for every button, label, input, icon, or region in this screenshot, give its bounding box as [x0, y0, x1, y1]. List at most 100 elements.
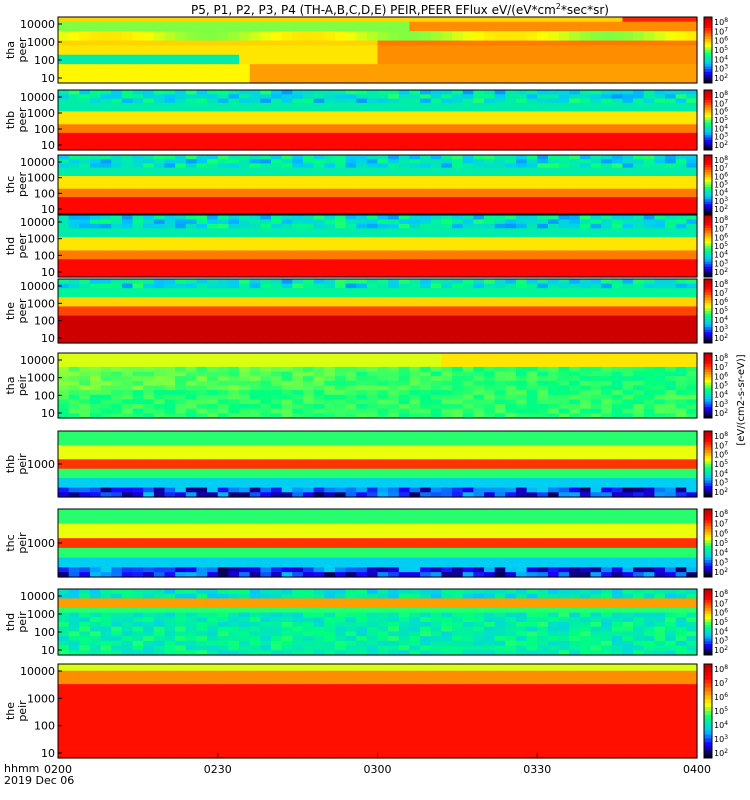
spectrogram-cell — [292, 209, 304, 215]
spectrogram-cell — [58, 272, 70, 278]
spectrogram-cell — [153, 132, 166, 138]
spectrogram-cell — [686, 311, 698, 317]
spectrogram-cell — [249, 98, 261, 104]
spectrogram-cell — [68, 228, 80, 234]
spectrogram-cell — [68, 268, 80, 274]
spectrogram-cell — [79, 357, 91, 363]
spectrogram-cell — [441, 246, 453, 252]
spectrogram-cell — [292, 390, 304, 396]
spectrogram-cell — [281, 35, 293, 42]
spectrogram-cell — [377, 333, 389, 340]
spectrogram-cell — [196, 188, 208, 194]
spectrogram-cell — [324, 390, 336, 396]
spectrogram-cell — [58, 124, 70, 130]
spectrogram-cell — [302, 223, 315, 229]
spectrogram-cell — [430, 272, 442, 278]
spectrogram-cell — [398, 94, 411, 100]
spectrogram-cell — [452, 366, 464, 373]
spectrogram-cell — [409, 145, 421, 151]
spectrogram-cell — [79, 272, 91, 278]
spectrogram-cell — [121, 390, 134, 396]
spectrogram-cell — [324, 254, 336, 260]
spectrogram-cell — [366, 102, 379, 108]
spectrogram-cell — [420, 232, 432, 238]
spectrogram-cell — [132, 35, 144, 42]
spectrogram-cell — [207, 250, 219, 256]
spectrogram-cell — [249, 94, 261, 100]
spectrogram-cell — [686, 333, 698, 340]
spectrogram-cell — [89, 241, 102, 247]
spectrogram-cell — [175, 228, 187, 234]
spectrogram-cell — [217, 215, 229, 221]
spectrogram-cell — [292, 315, 304, 321]
spectrogram-cell — [420, 180, 432, 186]
spectrogram-cell — [185, 232, 198, 238]
spectrogram-cell — [271, 333, 283, 340]
spectrogram-cell — [334, 31, 347, 37]
spectrogram-cell — [675, 50, 687, 56]
spectrogram-cell — [537, 68, 549, 75]
spectrogram-cell — [430, 180, 442, 186]
spectrogram-cell — [409, 279, 421, 285]
spectrogram-cell — [153, 366, 166, 373]
spectrogram-cell — [271, 376, 283, 382]
spectrogram-cell — [302, 376, 315, 382]
spectrogram-cell — [409, 159, 421, 165]
spectrogram-cell — [249, 250, 261, 256]
spectrogram-cell — [89, 263, 102, 269]
spectrogram-cell — [643, 31, 655, 37]
spectrogram-cell — [398, 35, 411, 42]
spectrogram-cell — [515, 232, 528, 238]
spectrogram-cell — [249, 272, 261, 278]
spectrogram-cell — [579, 201, 592, 207]
spectrogram-cell — [452, 50, 464, 56]
spectrogram-cell — [590, 171, 602, 177]
spectrogram-cell — [217, 115, 229, 121]
spectrogram-cell — [388, 197, 400, 202]
spectrogram-cell — [579, 315, 592, 321]
spectrogram-cell — [345, 21, 357, 28]
spectrogram-cell — [398, 111, 411, 117]
spectrogram-cell — [377, 254, 389, 260]
spectrogram-cell — [239, 124, 251, 130]
spectrogram-cell — [675, 223, 687, 229]
spectrogram-cell — [537, 145, 549, 151]
spectrogram-cell — [377, 205, 389, 211]
spectrogram-cell — [590, 163, 602, 169]
spectrogram-cell — [292, 124, 304, 130]
spectrogram-cell — [164, 329, 176, 335]
spectrogram-cell — [132, 132, 144, 138]
spectrogram-cell — [654, 297, 666, 303]
spectrogram-cell — [292, 163, 304, 169]
spectrogram-cell — [153, 404, 166, 410]
spectrogram-cell — [249, 155, 261, 160]
spectrogram-cell — [132, 115, 144, 121]
spectrogram-cell — [590, 90, 602, 95]
spectrogram-cell — [462, 102, 474, 108]
spectrogram-cell — [281, 329, 293, 335]
spectrogram-cell — [484, 26, 496, 32]
spectrogram-cell — [228, 31, 240, 37]
spectrogram-cell — [175, 223, 187, 229]
spectrogram-cell — [377, 268, 389, 274]
spectrogram-cell — [377, 21, 389, 28]
spectrogram-cell — [633, 124, 645, 130]
spectrogram-cell — [622, 111, 634, 117]
spectrogram-cell — [622, 219, 634, 225]
spectrogram-cell — [601, 205, 613, 211]
spectrogram-cell — [271, 94, 283, 100]
spectrogram-cell — [590, 98, 602, 104]
spectrogram-cell — [526, 279, 538, 285]
spectrogram-cell — [579, 254, 592, 260]
spectrogram-cell — [558, 254, 570, 260]
spectrogram-cell — [196, 215, 208, 221]
colorbar-segment — [704, 337, 712, 341]
spectrogram-cell — [79, 98, 91, 104]
spectrogram-cell — [622, 124, 634, 130]
spectrogram-cell — [228, 228, 240, 234]
spectrogram-cell — [633, 301, 645, 308]
spectrogram-cell — [388, 288, 400, 294]
spectrogram-cell — [462, 98, 474, 104]
colorbar-tick-label: 108 — [714, 279, 728, 289]
spectrogram-cell — [153, 21, 166, 28]
